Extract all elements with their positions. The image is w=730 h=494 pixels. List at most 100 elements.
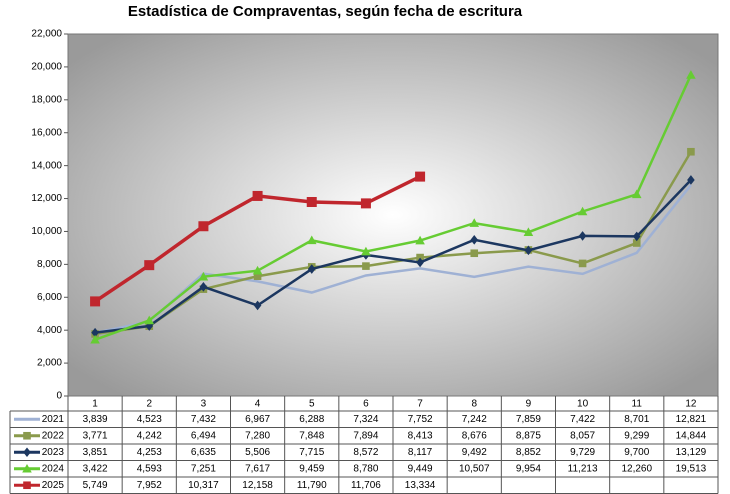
x-tick-label: 7 [417, 399, 423, 410]
point [632, 231, 641, 242]
y-tick-label: 4,000 [37, 325, 62, 336]
point [144, 315, 155, 325]
point [470, 249, 479, 258]
table-cell: 7,324 [353, 414, 378, 425]
y-tick-label: 2,000 [37, 358, 62, 369]
point [469, 218, 480, 227]
table-cell: 5,506 [245, 447, 270, 458]
y-tick-label: 18,000 [31, 94, 62, 105]
point [416, 253, 424, 262]
x-tick-label: 8 [471, 399, 477, 410]
y-tick-label: 14,000 [31, 160, 62, 171]
table-cell: 3,851 [83, 447, 108, 458]
series-line [94, 74, 693, 341]
table-cell: 6,494 [191, 430, 216, 441]
table-cell: 11,790 [297, 480, 327, 491]
point [253, 272, 262, 281]
legend-label: 2025 [42, 480, 65, 491]
chart-title: Estadística de Compraventas, según fecha… [128, 3, 523, 20]
point [306, 235, 317, 245]
point [415, 235, 425, 245]
table-cell: 4,242 [137, 430, 162, 441]
table-cell: 6,967 [245, 414, 270, 425]
table-cell: 12,158 [242, 480, 273, 491]
table-cell: 14,844 [676, 430, 707, 441]
point [523, 227, 534, 237]
y-tick-label: 0 [56, 391, 62, 402]
table-cell: 7,242 [462, 414, 487, 425]
table-cell: 13,334 [405, 480, 436, 491]
point [23, 447, 31, 458]
point [252, 265, 263, 275]
table-cell: 9,449 [408, 463, 433, 474]
point [252, 190, 263, 201]
point [198, 221, 209, 232]
table-cell: 9,729 [570, 447, 595, 458]
table-cell: 7,617 [245, 463, 270, 474]
point [577, 206, 588, 216]
point [23, 481, 31, 490]
point [687, 147, 695, 156]
table-cell: 12,260 [621, 463, 652, 474]
point [90, 296, 101, 307]
table-cell: 4,253 [137, 447, 162, 458]
table-cell: 8,413 [408, 430, 433, 441]
point [22, 463, 32, 473]
point [686, 70, 696, 79]
point [361, 246, 371, 256]
series-line [94, 151, 692, 336]
point [90, 334, 100, 344]
x-tick-label: 4 [255, 399, 261, 410]
table-cell: 11,213 [568, 463, 598, 474]
table-cell: 9,954 [516, 463, 541, 474]
legend-label: 2021 [42, 414, 65, 425]
table-cell: 3,422 [83, 463, 108, 474]
point [632, 239, 641, 247]
point [578, 231, 587, 241]
point [199, 282, 208, 292]
table-cell: 7,752 [408, 414, 433, 425]
point [145, 321, 154, 331]
table-cell: 8,780 [353, 463, 378, 474]
table-cell: 5,749 [83, 480, 108, 491]
point [631, 189, 642, 199]
table-cell: 4,593 [137, 463, 162, 474]
table-cell: 13,129 [676, 447, 707, 458]
table-cell: 9,299 [624, 430, 649, 441]
legend-label: 2022 [42, 430, 65, 441]
point [91, 327, 99, 338]
y-tick-label: 12,000 [31, 193, 62, 204]
table-cell: 8,057 [570, 430, 595, 441]
table-cell: 9,492 [462, 447, 487, 458]
table-cell: 7,715 [299, 447, 324, 458]
point [362, 262, 370, 270]
y-tick-label: 22,000 [31, 29, 62, 40]
table-cell: 11,706 [351, 480, 381, 491]
table-cell: 9,459 [299, 463, 324, 474]
table-cell: 8,875 [516, 430, 541, 441]
table-cell: 12,821 [676, 414, 707, 425]
x-tick-label: 11 [632, 399, 643, 410]
point [470, 235, 479, 245]
y-tick-label: 6,000 [37, 292, 62, 303]
point [144, 260, 155, 271]
table-cell: 8,701 [624, 414, 649, 425]
table-cell: 9,700 [624, 447, 649, 458]
table-cell: 7,280 [245, 430, 270, 441]
x-tick-label: 9 [526, 399, 532, 410]
table-cell: 8,117 [408, 447, 433, 458]
x-tick-label: 6 [363, 399, 369, 410]
point [306, 197, 317, 208]
point [23, 431, 31, 440]
legend-label: 2024 [42, 463, 65, 474]
y-tick-label: 10,000 [31, 226, 62, 237]
point [687, 175, 695, 185]
point [416, 257, 424, 268]
x-tick-label: 5 [309, 399, 315, 410]
table-cell: 7,859 [516, 414, 541, 425]
table-cell: 8,572 [353, 447, 378, 458]
x-tick-label: 2 [146, 399, 152, 410]
y-tick-label: 8,000 [37, 259, 62, 270]
table-cell: 19,513 [676, 463, 707, 474]
table-cell: 7,432 [191, 414, 216, 425]
